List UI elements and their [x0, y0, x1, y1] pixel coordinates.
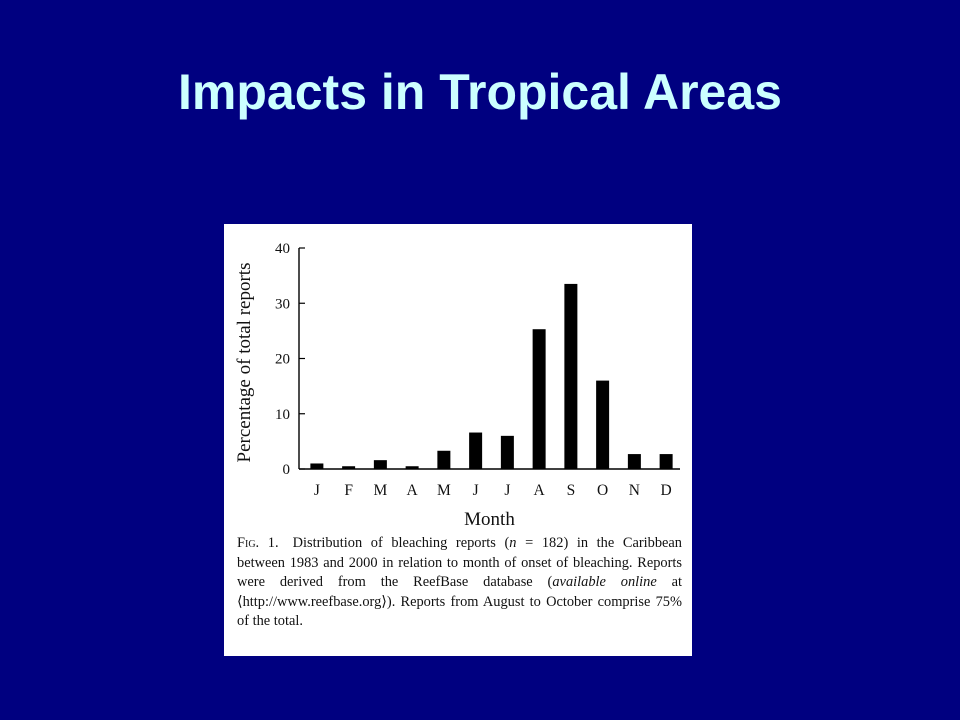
x-tick-label: A [534, 482, 546, 499]
x-tick-label: J [504, 482, 510, 499]
y-tick-label: 20 [275, 352, 290, 368]
caption-label: Fig. 1. [237, 535, 279, 551]
x-tick-label: D [661, 482, 672, 499]
x-tick-label: A [407, 482, 419, 499]
y-tick-label: 40 [275, 241, 290, 257]
bar [310, 463, 324, 469]
x-axis-title: Month [464, 509, 515, 530]
bar [342, 466, 356, 469]
y-tick-label: 0 [283, 462, 291, 478]
figure-panel: 0 10 20 30 40 J F M A M J J A S O N D Month Percentage of … [224, 224, 692, 656]
caption-text-1: Distribution of bleaching reports ( [292, 535, 510, 551]
caption-text-2: = 182) in the Caribbean between 1983 and… [237, 535, 682, 590]
bar [532, 329, 546, 469]
x-tick-label: F [344, 482, 353, 499]
bar [596, 380, 610, 469]
bar [627, 454, 641, 469]
caption-available-online: available online [552, 574, 657, 590]
slide-title: Impacts in Tropical Areas [178, 64, 782, 120]
x-tick-label: O [597, 482, 608, 499]
y-tick-label: 10 [275, 407, 290, 423]
bar-chart: 0 10 20 30 40 J F M A M J J A S O N D Month Percentage of … [234, 241, 680, 530]
bar [373, 460, 387, 469]
bar [469, 432, 483, 469]
x-tick-label: J [473, 482, 479, 499]
x-tick-label: N [629, 482, 640, 499]
x-tick-label: S [567, 482, 576, 499]
x-tick-label: M [437, 482, 451, 499]
y-axis-title: Percentage of total reports [234, 263, 255, 463]
bar [405, 466, 419, 469]
bar [659, 454, 673, 469]
caption-text-3: at ⟨http://www.reefbase.org⟩). Reports f… [237, 574, 683, 629]
y-tick-label: 30 [275, 296, 290, 312]
caption-n-symbol: n [509, 535, 517, 551]
bar [437, 450, 451, 469]
bar [500, 435, 514, 469]
x-tick-label: J [314, 482, 320, 499]
x-tick-label: M [373, 482, 387, 499]
bar [564, 283, 578, 469]
figure-caption: Fig. 1. Distribution of bleaching reports… [237, 534, 682, 632]
